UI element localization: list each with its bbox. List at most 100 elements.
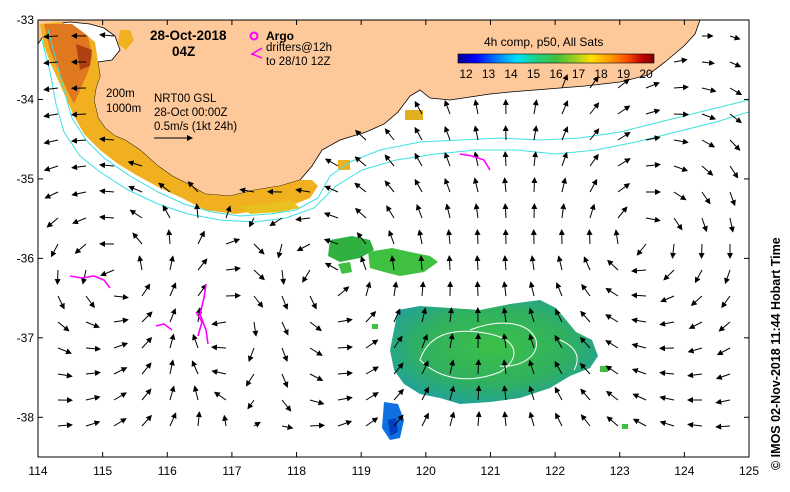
current-arrow — [393, 414, 404, 427]
current-arrow — [253, 421, 261, 428]
argo-marker-icon — [249, 31, 259, 41]
current-arrow — [324, 185, 339, 193]
colorbar-tick-label: 20 — [639, 67, 653, 81]
y-tick-label: -33 — [17, 13, 35, 27]
current-arrow — [501, 359, 508, 375]
colorbar-tick-label: 19 — [617, 67, 631, 81]
current-arrow — [502, 177, 509, 193]
current-arrow — [269, 217, 283, 227]
current-arrow — [74, 243, 87, 254]
current-arrow — [473, 177, 479, 193]
current-arrow — [196, 307, 203, 323]
current-arrow — [192, 385, 199, 401]
current-arrow — [580, 310, 591, 323]
current-arrow — [99, 162, 115, 169]
current-arrow — [631, 342, 647, 349]
current-arrow — [141, 336, 153, 349]
current-arrow — [579, 336, 591, 349]
current-vectors — [43, 32, 743, 431]
current-arrow — [113, 317, 129, 324]
y-tick-label: -35 — [17, 172, 35, 186]
current-arrow — [605, 340, 619, 349]
current-arrow — [99, 136, 115, 143]
current-arrow — [502, 255, 509, 271]
current-arrow — [631, 368, 647, 375]
current-arrow — [417, 229, 424, 245]
current-arrow — [724, 269, 731, 285]
x-tick-label: 118 — [287, 464, 306, 478]
x-axis: 114 115 116 117 118 119 120 121 122 123 124 125 — [28, 20, 759, 478]
colorbar-tick-label: 15 — [527, 67, 541, 81]
y-tick-label: -38 — [17, 410, 35, 424]
current-arrow — [419, 281, 426, 297]
current-arrow — [561, 126, 569, 141]
current-arrow — [388, 229, 395, 245]
current-arrow — [606, 416, 619, 427]
current-arrow — [617, 183, 631, 193]
current-arrow — [365, 339, 379, 349]
current-arrow — [701, 87, 717, 94]
current-arrow — [589, 178, 598, 193]
current-arrow — [589, 203, 596, 219]
current-arrow — [528, 281, 535, 297]
current-arrow — [309, 347, 323, 356]
drifter-tracks — [69, 153, 491, 345]
y-tick-label: -34 — [17, 92, 35, 106]
current-arrow — [613, 229, 620, 245]
current-arrow — [71, 164, 87, 171]
current-arrow — [528, 333, 535, 349]
colorbar: 4h comp, p50, All Sats 12 13 14 15 16 17 18 19 2… — [457, 35, 655, 81]
current-arrow — [393, 335, 403, 349]
current-arrow — [444, 203, 451, 219]
current-arrow — [137, 255, 144, 271]
current-arrow — [57, 347, 72, 355]
current-arrow — [43, 86, 59, 93]
current-arrow — [360, 255, 367, 271]
current-arrow — [129, 209, 143, 219]
current-arrow — [281, 373, 289, 388]
current-arrow — [673, 191, 687, 201]
current-arrow — [659, 320, 675, 327]
current-arrow — [555, 282, 563, 297]
current-arrow — [225, 205, 232, 219]
current-arrow — [169, 333, 176, 349]
current-arrow — [43, 112, 59, 119]
current-arrow — [715, 373, 731, 380]
current-arrow — [337, 344, 353, 351]
colorbar-tick-label: 18 — [594, 67, 608, 81]
sst-contours — [419, 322, 578, 380]
current-arrow — [659, 395, 675, 402]
current-arrow — [449, 359, 455, 375]
current-arrow — [168, 255, 175, 271]
current-arrow — [701, 59, 715, 66]
current-arrow — [556, 255, 563, 271]
current-date: 28-Oct 00:00Z — [154, 107, 228, 119]
current-arrow — [617, 78, 630, 89]
current-arrow — [729, 191, 736, 207]
current-arrow — [384, 180, 395, 193]
current-arrow — [659, 420, 675, 427]
current-arrow — [191, 360, 199, 375]
current-arrow — [729, 139, 741, 151]
current-arrow — [501, 281, 508, 297]
credit-text: © IMOS 02-Nov-2018 11:44 Hobart Time — [769, 237, 783, 470]
current-arrow — [99, 188, 115, 195]
current-arrow — [605, 287, 619, 297]
current-arrow — [72, 217, 87, 225]
current-arrow — [728, 217, 735, 233]
current-arrow — [528, 359, 535, 375]
current-arrow — [127, 160, 143, 167]
x-tick-label: 124 — [674, 464, 694, 478]
current-arrow — [617, 131, 631, 141]
y-tick-label: -36 — [17, 251, 35, 265]
current-arrow — [729, 87, 743, 96]
current-arrow — [688, 321, 703, 329]
current-arrow — [213, 391, 227, 401]
x-tick-label: 120 — [416, 464, 436, 478]
current-arrow — [554, 386, 563, 401]
colorbar-title: 4h comp, p50, All Sats — [484, 35, 603, 49]
current-arrow — [421, 307, 428, 323]
current-arrow — [444, 151, 451, 167]
current-arrow — [414, 100, 423, 115]
